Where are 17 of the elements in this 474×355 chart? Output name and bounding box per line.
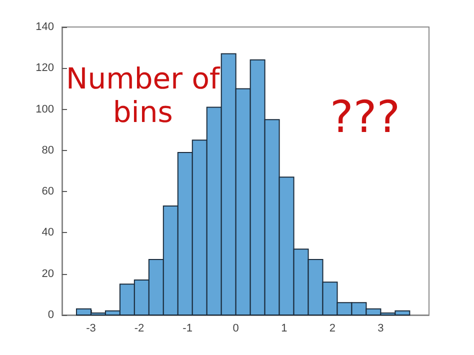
annotation: Number of bins [66, 62, 220, 130]
annotation: ??? [330, 92, 400, 143]
y-tick-label: 140 [36, 21, 54, 33]
x-tick-label: -1 [182, 322, 192, 334]
x-tick-label: -2 [134, 322, 144, 334]
x-tick-label: 2 [329, 322, 336, 334]
y-tick-label: 0 [48, 309, 54, 321]
y-tick-label: 100 [36, 103, 54, 116]
y-tick-label: 80 [42, 144, 54, 156]
y-tick-label: 120 [36, 62, 54, 74]
y-tick-label: 40 [42, 226, 54, 239]
x-tick-label: 0 [232, 322, 239, 334]
x-tick-label: -3 [86, 322, 96, 334]
y-tick-label: 20 [42, 268, 54, 280]
x-tick-label: 3 [378, 322, 384, 334]
y-tick-label: 60 [42, 186, 54, 198]
x-tick-label: 1 [281, 322, 288, 334]
